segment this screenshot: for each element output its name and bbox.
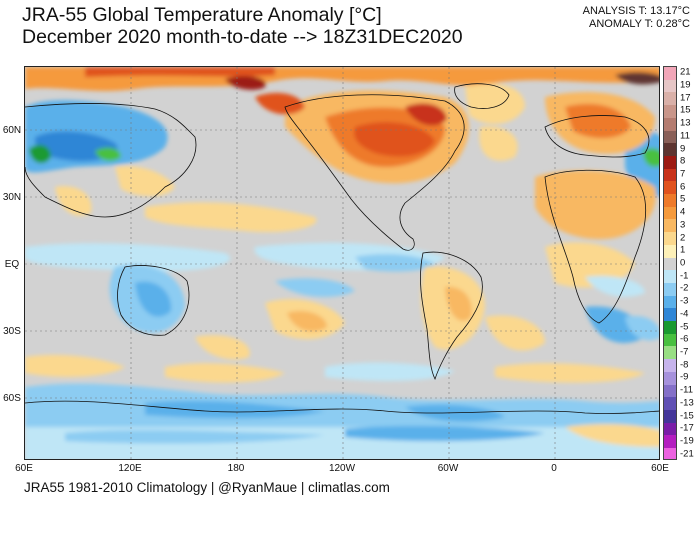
colorbar-cell <box>664 308 676 322</box>
colorbar <box>663 66 677 460</box>
colorbar-label: -3 <box>680 295 689 307</box>
lon-label-60e: 60E <box>15 463 33 474</box>
colorbar-cell <box>664 117 676 131</box>
colorbar-label: -19 <box>680 435 694 447</box>
africa-outline <box>544 169 646 324</box>
colorbar-cell <box>664 422 676 436</box>
colorbar-cell <box>664 168 676 182</box>
colorbar-cell <box>664 67 676 80</box>
colorbar-label: 9 <box>680 143 686 155</box>
lat-label-30s: 30S <box>3 326 21 337</box>
colorbar-label: 1 <box>680 244 686 256</box>
colorbar-cell <box>664 359 676 372</box>
colorbar-cell <box>664 244 676 258</box>
lon-label-120w: 120W <box>328 463 356 474</box>
lon-label-120e: 120E <box>118 463 142 474</box>
colorbar-label: 7 <box>680 168 686 180</box>
colorbar-label: 6 <box>680 181 686 193</box>
graticule <box>25 67 659 459</box>
lon-label-60w: 60W <box>437 463 459 474</box>
colorbar-cell <box>664 219 676 233</box>
stats-panel: ANALYSIS T: 13.17°C ANOMALY T: 0.28°C <box>583 5 690 31</box>
lat-label-60s: 60S <box>3 393 21 404</box>
colorbar-label: 8 <box>680 155 686 167</box>
europe-outline <box>544 115 650 158</box>
colorbar-cell <box>664 409 676 423</box>
colorbar-cell <box>664 371 676 385</box>
colorbar-label: 19 <box>680 79 691 91</box>
australia-outline <box>117 265 190 336</box>
colorbar-label: 13 <box>680 117 691 129</box>
colorbar-label: -8 <box>680 359 689 371</box>
colorbar-cell <box>664 143 676 156</box>
colorbar-label: -11 <box>680 384 694 396</box>
colorbar-label: -2 <box>680 282 689 294</box>
south-america-outline <box>420 251 483 381</box>
colorbar-cell <box>664 282 676 296</box>
colorbar-label: -6 <box>680 333 689 345</box>
colorbar-cell <box>664 435 676 449</box>
colorbar-label: -17 <box>680 422 694 434</box>
asia-outline <box>25 103 197 218</box>
colorbar-label: 15 <box>680 104 691 116</box>
colorbar-cell <box>664 105 676 118</box>
colorbar-label: 17 <box>680 92 691 104</box>
title-block: JRA-55 Global Temperature Anomaly [°C] D… <box>22 4 463 48</box>
anomaly-fields <box>25 67 659 459</box>
colorbar-label: -7 <box>680 346 689 358</box>
greenland-outline <box>454 83 510 109</box>
colorbar-cell <box>664 333 676 347</box>
lat-label-60n: 60N <box>2 125 22 136</box>
coastlines <box>25 83 659 414</box>
colorbar-label: -9 <box>680 371 689 383</box>
colorbar-cell <box>664 270 676 283</box>
colorbar-cell <box>664 92 676 106</box>
colorbar-label: -15 <box>680 410 694 422</box>
colorbar-cell <box>664 346 676 360</box>
colorbar-cell <box>664 181 676 195</box>
colorbar-label: 0 <box>680 257 686 269</box>
colorbar-cell <box>664 295 676 309</box>
colorbar-label: -13 <box>680 397 694 409</box>
colorbar-cell <box>664 79 676 93</box>
colorbar-label: -1 <box>680 270 689 282</box>
lon-label-0: 0 <box>551 463 557 474</box>
colorbar-cell <box>664 206 676 220</box>
colorbar-label: 3 <box>680 219 686 231</box>
anomaly-map-canvas <box>25 67 659 459</box>
colorbar-label: 11 <box>680 130 690 142</box>
lat-label-eq: EQ <box>4 259 20 270</box>
colorbar-cell <box>664 194 676 207</box>
title-line-2: December 2020 month-to-date --> 18Z31DEC… <box>22 26 463 48</box>
lon-label-60e-right: 60E <box>651 463 669 474</box>
anomaly-map <box>24 66 660 460</box>
colorbar-cell <box>664 321 676 334</box>
colorbar-label: -4 <box>680 308 689 320</box>
north-america-outline <box>284 94 465 251</box>
title-line-1: JRA-55 Global Temperature Anomaly [°C] <box>22 4 382 26</box>
anomaly-temperature: ANOMALY T: 0.28°C <box>589 18 690 30</box>
colorbar-cell <box>664 384 676 398</box>
lat-label-30n: 30N <box>2 192 22 203</box>
analysis-temperature: ANALYSIS T: 13.17°C <box>582 5 690 17</box>
colorbar-cell <box>664 448 676 459</box>
colorbar-cell <box>664 232 676 245</box>
lon-label-180: 180 <box>227 463 245 474</box>
antarctica-outline <box>25 400 659 414</box>
colorbar-cell <box>664 130 676 144</box>
colorbar-label: 4 <box>680 206 686 218</box>
colorbar-cell <box>664 257 676 271</box>
colorbar-label: 2 <box>680 232 686 244</box>
colorbar-cell <box>664 155 676 169</box>
colorbar-label: -21 <box>680 448 694 460</box>
colorbar-label: 21 <box>680 66 691 78</box>
colorbar-cell <box>664 397 676 410</box>
footer-credit: JRA55 1981-2010 Climatology | @RyanMaue … <box>24 480 390 495</box>
colorbar-label: -5 <box>680 321 689 333</box>
colorbar-label: 5 <box>680 193 686 205</box>
